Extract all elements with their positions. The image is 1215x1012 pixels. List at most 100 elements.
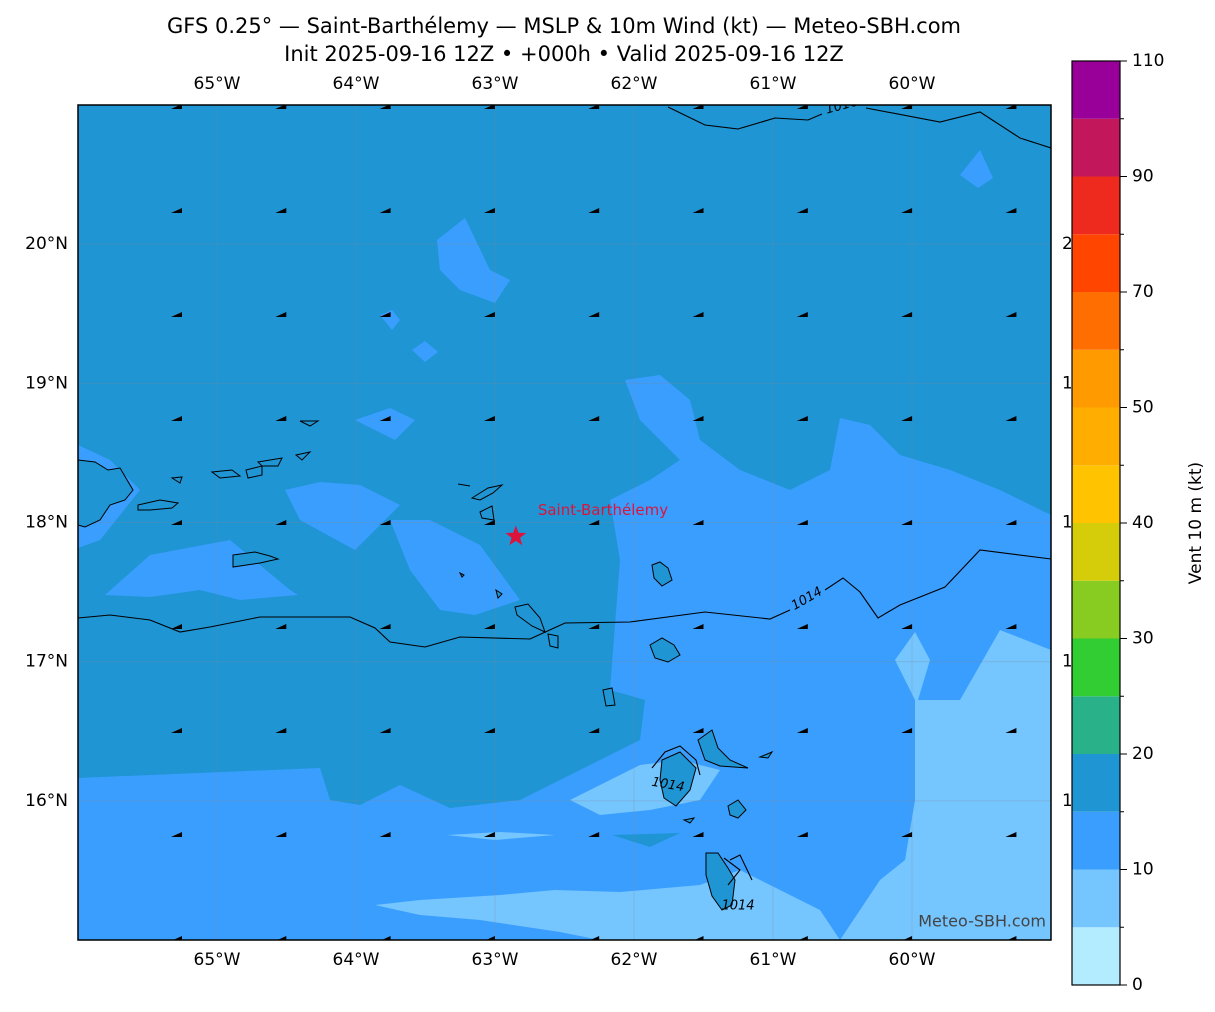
colorbar-band <box>1072 118 1120 177</box>
wind-barb <box>692 416 704 421</box>
wind-barb <box>483 728 495 733</box>
wind-barb <box>379 832 391 837</box>
wind-barb <box>171 832 182 837</box>
colorbar-tick-label: 20 <box>1132 744 1154 764</box>
wind-barb <box>379 208 391 213</box>
colorbar-band <box>1072 349 1120 408</box>
wind-barb <box>275 208 287 213</box>
wind-barb <box>483 105 495 109</box>
colorbar-band <box>1072 811 1120 870</box>
wind-15-20 <box>612 833 680 847</box>
wind-barb <box>903 936 913 940</box>
colorbar-tick-label: 90 <box>1132 167 1154 187</box>
isobar-label: 1014 <box>721 899 754 914</box>
lon-label: 64°W <box>333 74 380 94</box>
colorbar-band <box>1072 407 1120 466</box>
wind-barb <box>275 624 287 629</box>
lat-label: 19°N <box>25 373 68 393</box>
wind-barb <box>1005 624 1017 629</box>
wind-barb <box>171 520 182 525</box>
colorbar-band <box>1072 696 1120 754</box>
colorbar: 0 10 20 30 40 50 70 90 110 <box>1071 51 1164 995</box>
colorbar-band <box>1072 234 1120 292</box>
wind-barb <box>588 105 600 109</box>
wind-barb <box>588 728 600 733</box>
colorbar-band <box>1072 638 1120 697</box>
wind-barb <box>796 312 808 317</box>
map-field: 1014 1016 1014 1014 Saint-Barthélemy Met… <box>78 105 1051 940</box>
wind-barb <box>692 832 704 837</box>
wind-barb <box>483 312 495 317</box>
title: GFS 0.25° — Saint-Barthélemy — MSLP & 10… <box>167 14 961 38</box>
colorbar-band <box>1072 523 1120 581</box>
wind-barb <box>173 936 182 940</box>
wind-barb <box>796 208 808 213</box>
wind-barb <box>796 416 808 421</box>
wind-barb <box>1005 520 1017 525</box>
colorbar-band <box>1072 869 1120 928</box>
wind-barb <box>692 208 704 213</box>
lon-label: 62°W <box>611 74 658 94</box>
colorbar-frame <box>1071 60 1121 986</box>
wind-barb <box>379 105 391 109</box>
wind-barb <box>483 832 495 837</box>
location-marker: Saint-Barthélemy <box>505 501 668 546</box>
wind-barb <box>275 105 287 109</box>
wind-barb <box>796 105 808 109</box>
wind-barb <box>483 416 495 421</box>
colorbar-band <box>1072 292 1120 350</box>
lat-label: 20°N <box>25 234 68 254</box>
wind-barb <box>486 936 495 940</box>
wind-barb <box>381 936 391 940</box>
wind-barb <box>379 728 391 733</box>
lon-label: 65°W <box>194 74 241 94</box>
wind-barb <box>275 728 287 733</box>
wind-barb <box>588 832 600 837</box>
wind-barb <box>171 416 182 421</box>
lat-label: 16°N <box>25 791 68 811</box>
wind-barb <box>171 105 182 109</box>
location-label: Saint-Barthélemy <box>538 501 668 519</box>
wind-barb <box>692 312 704 317</box>
watermark: Meteo-SBH.com <box>918 912 1046 931</box>
wind-barb <box>483 520 495 525</box>
lat-label: 17°N <box>25 652 68 672</box>
wind-barb <box>901 208 913 213</box>
lon-label: 64°W <box>333 950 380 970</box>
wind-barb <box>798 936 808 940</box>
wind-barb <box>694 936 704 940</box>
wind-barb <box>277 936 287 940</box>
coastlines <box>78 420 774 911</box>
wind-barb <box>692 105 704 109</box>
graticule <box>78 105 1051 940</box>
colorbar-tick-label: 50 <box>1132 398 1154 418</box>
wind-barb <box>171 312 182 317</box>
lon-label: 60°W <box>889 950 936 970</box>
wind-barb <box>275 520 287 525</box>
wind-barb <box>1005 105 1017 109</box>
colorbar-tick-label: 10 <box>1132 860 1154 880</box>
lon-label: 60°W <box>889 74 936 94</box>
wind-barb <box>588 416 600 421</box>
wind-barb <box>588 208 600 213</box>
subtitle: Init 2025-09-16 12Z • +000h • Valid 2025… <box>284 42 844 66</box>
colorbar-band <box>1072 580 1120 639</box>
lat-label: 18°N <box>25 513 68 533</box>
wind-barb <box>275 832 287 837</box>
wind-barb <box>171 208 182 213</box>
colorbar-band <box>1072 754 1120 812</box>
lon-label: 63°W <box>472 950 519 970</box>
map-frame <box>77 104 1052 941</box>
wind-barb <box>901 416 913 421</box>
colorbar-tick-label: 40 <box>1132 513 1154 533</box>
wind-barb <box>275 416 287 421</box>
colorbar-tick-label: 110 <box>1132 51 1164 71</box>
wind-barb <box>171 624 182 629</box>
wind-barb <box>379 624 391 629</box>
colorbar-band <box>1072 465 1120 523</box>
isobars: 1014 1016 1014 1014 <box>78 105 1051 914</box>
wind-barb <box>901 520 913 525</box>
colorbar-band <box>1072 61 1120 119</box>
